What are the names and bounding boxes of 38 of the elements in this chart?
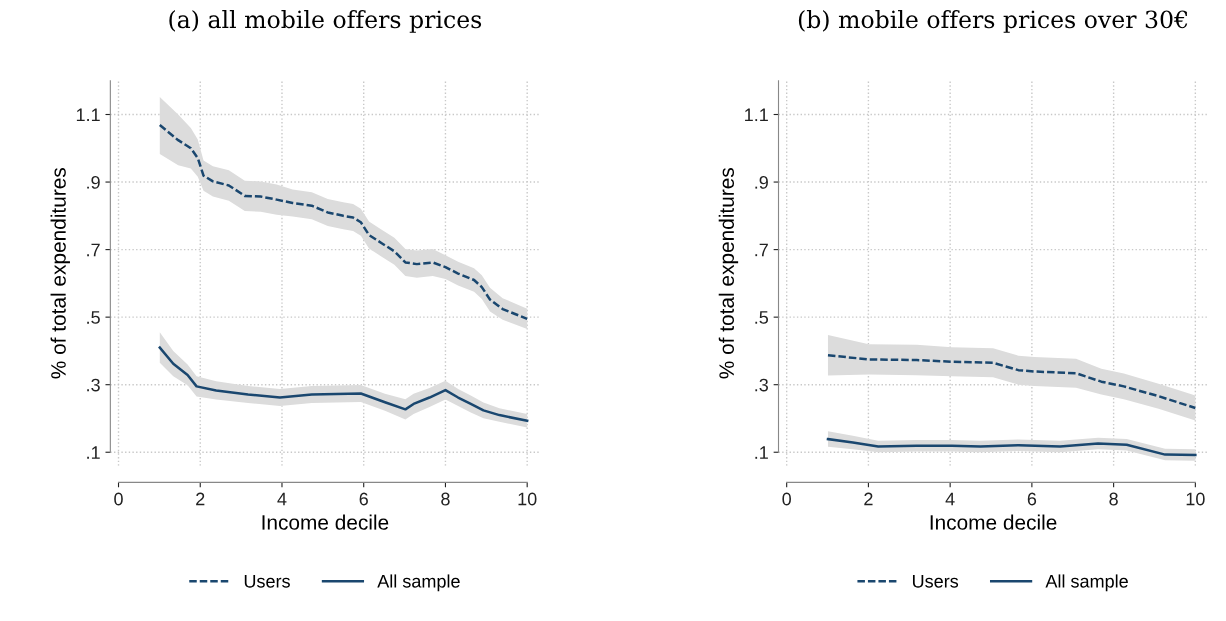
x-tick-label: 8 [1109,492,1118,506]
y-tick-label: 1.1 [745,108,768,122]
x-tick-label: 2 [196,492,205,506]
legend-label: Users [912,575,959,588]
x-tick-label: 0 [114,492,123,506]
y-tick-label: .1 [755,446,768,459]
legend-label: Users [244,575,290,588]
legend-label: All sample [377,574,460,592]
line-series [826,437,1197,457]
y-tick-label: .9 [87,175,100,189]
x-tick-label: 6 [1027,492,1037,506]
y-tick-label: .3 [87,378,100,392]
legend-label: All sample [1045,574,1128,592]
x-axis-title: Income decile [930,514,1057,530]
x-tick-label: 6 [359,492,368,506]
y-tick-label: .5 [87,311,100,324]
y-tick-label: .7 [87,243,100,257]
x-tick-label: 10 [518,492,537,506]
y-tick-label: .3 [755,378,768,392]
chart-title: (b) mobile offers prices over 30€ [798,10,1188,33]
x-tick-label: 8 [441,492,450,506]
x-tick-label: 4 [277,492,287,506]
y-tick-label: .9 [755,175,768,189]
y-tick-label: .7 [755,243,768,257]
line-series [158,123,529,321]
x-axis-title: Income decile [262,514,389,530]
x-tick-label: 0 [782,492,791,506]
y-tick-label: .5 [755,311,769,324]
x-tick-label: 10 [1186,492,1205,506]
chart-title: (a) all mobile offers prices [169,10,482,33]
y-tick-label: .1 [87,446,100,459]
x-tick-label: 2 [864,492,873,506]
y-axis-title: % of total expenditures [718,168,739,379]
y-axis-title: % of total expenditures [50,168,70,379]
y-tick-label: 1.1 [76,108,100,122]
x-tick-label: 4 [945,492,955,506]
line-series [826,354,1197,410]
line-series [158,346,529,423]
